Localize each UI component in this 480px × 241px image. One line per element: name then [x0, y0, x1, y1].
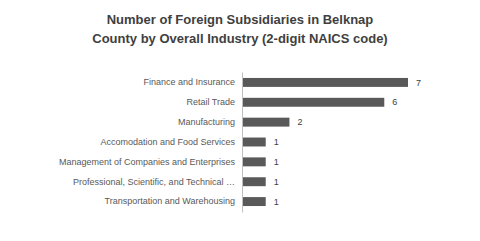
- tick: Professional, Scientific, and Technical …: [73, 177, 242, 187]
- tick: Manufacturing: [178, 117, 242, 127]
- data-label: 1: [274, 177, 279, 187]
- data-label: 6: [392, 97, 397, 107]
- tick-label: Transportation and Warehousing: [105, 196, 235, 206]
- tick-label: Accomodation and Food Services: [100, 137, 235, 147]
- bar: [242, 98, 384, 107]
- bar: [242, 197, 266, 206]
- tick: Transportation and Warehousing: [105, 196, 242, 206]
- title-line: Number of Foreign Subsidiaries in Belkna…: [107, 12, 374, 27]
- y-axis: Finance and Insurance Retail Trade Manufac…: [59, 73, 243, 213]
- tick-label: Retail Trade: [186, 97, 235, 107]
- bar: [242, 78, 408, 87]
- bars: [242, 78, 408, 206]
- data-label: 2: [297, 117, 302, 127]
- axis-line: [242, 73, 243, 213]
- chart: Number of Foreign Subsidiaries in Belkna…: [0, 0, 480, 241]
- tick: Accomodation and Food Services: [100, 137, 242, 147]
- tick: Retail Trade: [186, 97, 242, 107]
- bar: [242, 177, 266, 186]
- bar: [242, 118, 289, 127]
- tick: Finance and Insurance: [143, 77, 242, 87]
- data-label: 7: [416, 78, 421, 88]
- title-line: County by Overall Industry (2-digit NAIC…: [92, 31, 387, 46]
- title: Number of Foreign Subsidiaries in Belkna…: [92, 12, 387, 46]
- data-label: 1: [274, 157, 279, 167]
- data-label: 1: [274, 137, 279, 147]
- tick-label: Finance and Insurance: [143, 77, 235, 87]
- tick: Management of Companies and Enterprises: [59, 157, 242, 167]
- tick-label: Manufacturing: [178, 117, 235, 127]
- data-labels: 7 6 2 1 1 1 1: [274, 78, 421, 207]
- data-label: 1: [274, 197, 279, 207]
- bar: [242, 157, 266, 166]
- tick-label: Management of Companies and Enterprises: [59, 157, 236, 167]
- bar: [242, 138, 266, 147]
- tick-label: Professional, Scientific, and Technical …: [73, 177, 235, 187]
